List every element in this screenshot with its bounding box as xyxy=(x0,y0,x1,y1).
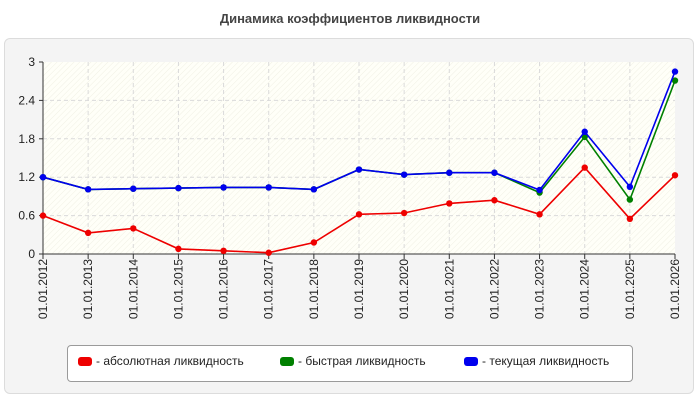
x-tick-label: 01.01.2023 xyxy=(533,259,547,319)
series-point-0 xyxy=(84,229,92,237)
legend-label-quick: - быстрая ликвидность xyxy=(298,354,426,368)
x-tick-label: 01.01.2018 xyxy=(307,259,321,319)
series-point-0 xyxy=(581,164,588,171)
series-point-2 xyxy=(265,184,272,191)
x-tick-label: 01.01.2016 xyxy=(217,259,231,319)
series-point-2 xyxy=(671,68,679,75)
legend-item-current[interactable]: - текущая ликвидность xyxy=(464,354,609,368)
series-point-2 xyxy=(310,186,318,193)
series-point-1 xyxy=(671,77,679,84)
chart-title: Динамика коэффициентов ликвидности xyxy=(219,11,481,26)
series-point-2 xyxy=(220,184,227,191)
series-point-1 xyxy=(581,133,588,141)
series-point-0 xyxy=(220,247,227,254)
series-point-0 xyxy=(536,211,543,218)
x-tick-label: 01.01.2014 xyxy=(126,259,140,319)
x-tick-label: 01.01.2020 xyxy=(397,259,411,319)
legend-item-quick[interactable]: - быстрая ликвидность xyxy=(280,354,426,368)
series-point-0 xyxy=(400,209,408,217)
series-point-0 xyxy=(130,225,137,232)
x-tick-label: 01.01.2021 xyxy=(442,259,456,319)
y-tick-label: 3 xyxy=(28,55,35,69)
series-point-2 xyxy=(130,185,137,192)
legend-label-absolute: - абсолютная ликвидность xyxy=(96,354,244,368)
series-point-2 xyxy=(84,186,92,193)
series-point-2 xyxy=(536,186,543,194)
series-point-2 xyxy=(626,183,634,190)
x-tick-label: 01.01.2025 xyxy=(623,259,637,319)
x-tick-label: 01.01.2026 xyxy=(668,259,682,319)
legend-label-current: - текущая ликвидность xyxy=(482,354,610,368)
series-point-0 xyxy=(39,212,47,219)
series-point-0 xyxy=(446,200,453,207)
series-point-0 xyxy=(355,211,363,218)
chart-legend: - абсолютная ликвидность - быстрая ликви… xyxy=(67,345,633,382)
series-point-2 xyxy=(175,184,182,192)
y-tick-label: 1.2 xyxy=(18,170,35,184)
y-tick-label: 0 xyxy=(28,247,35,261)
x-tick-label: 01.01.2022 xyxy=(487,259,501,319)
series-point-0 xyxy=(265,249,272,256)
series-point-1 xyxy=(626,196,634,203)
series-point-0 xyxy=(626,215,634,222)
legend-swatch-green xyxy=(280,356,294,366)
series-point-2 xyxy=(400,171,408,178)
series-point-0 xyxy=(310,239,318,246)
series-point-2 xyxy=(581,128,588,135)
y-tick-label: 2.4 xyxy=(18,93,35,107)
series-point-0 xyxy=(671,172,679,179)
x-tick-label: 01.01.2015 xyxy=(171,259,185,319)
x-tick-label: 01.01.2012 xyxy=(36,259,50,319)
legend-item-absolute[interactable]: - абсолютная ликвидность xyxy=(78,354,244,368)
x-tick-label: 01.01.2013 xyxy=(81,259,95,319)
legend-swatch-red xyxy=(78,356,92,366)
x-tick-label: 01.01.2024 xyxy=(578,259,592,319)
series-point-2 xyxy=(491,169,498,176)
series-point-2 xyxy=(446,169,453,176)
series-point-0 xyxy=(491,197,498,204)
x-tick-label: 01.01.2019 xyxy=(352,259,366,319)
legend-swatch-blue xyxy=(464,356,478,366)
y-tick-label: 1.8 xyxy=(18,132,35,146)
series-point-2 xyxy=(355,166,363,173)
series-point-2 xyxy=(39,174,47,181)
y-tick-label: 0.6 xyxy=(18,209,35,223)
series-point-0 xyxy=(175,245,182,253)
x-tick-label: 01.01.2017 xyxy=(262,259,276,319)
